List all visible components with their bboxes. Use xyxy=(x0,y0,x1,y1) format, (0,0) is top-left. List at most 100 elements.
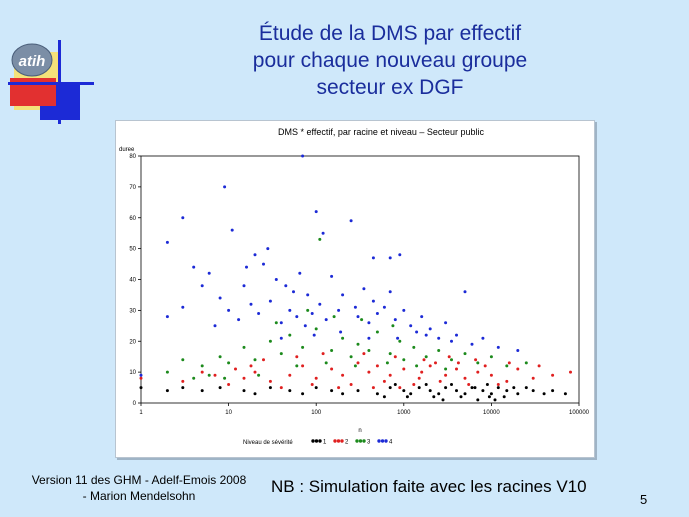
data-point-level-2 xyxy=(253,370,257,374)
data-point-level-3 xyxy=(207,373,211,377)
data-point-level-2 xyxy=(447,355,451,359)
footer-line: Version 11 des GHM - Adelf-Emois 2008 xyxy=(31,473,247,487)
data-point-level-2 xyxy=(551,373,555,377)
data-point-level-2 xyxy=(483,364,487,368)
data-point-level-4 xyxy=(367,321,371,325)
data-point-level-3 xyxy=(330,349,334,352)
data-point-level-4 xyxy=(371,299,375,303)
legend-item-label: 3 xyxy=(367,440,371,446)
data-point-level-2 xyxy=(420,370,424,374)
data-point-level-3 xyxy=(332,315,336,319)
data-point-level-4 xyxy=(362,287,366,291)
data-point-level-4 xyxy=(230,228,234,232)
data-point-level-2 xyxy=(295,355,299,359)
x-axis-label: n xyxy=(358,428,361,434)
logo-text: atih xyxy=(19,53,46,70)
data-point-level-4 xyxy=(321,231,325,235)
legend-swatch xyxy=(314,439,319,443)
data-point-level-4 xyxy=(310,312,314,315)
data-point-level-4 xyxy=(428,327,432,331)
data-point-level-4 xyxy=(402,308,406,312)
data-point-level-4 xyxy=(415,330,419,334)
data-point-level-2 xyxy=(456,361,460,365)
data-point-level-2 xyxy=(382,379,386,383)
data-point-level-1 xyxy=(402,389,406,393)
data-point-level-2 xyxy=(288,373,292,377)
chart-frame: DMS * effectif, par racine et niveau – S… xyxy=(115,120,595,458)
data-point-level-2 xyxy=(412,383,416,386)
data-point-level-3 xyxy=(524,361,528,365)
data-point-level-2 xyxy=(314,376,318,380)
data-point-level-3 xyxy=(349,355,353,359)
data-point-level-1 xyxy=(505,389,509,393)
data-point-level-4 xyxy=(249,302,253,306)
data-point-level-2 xyxy=(428,364,432,368)
data-point-level-4 xyxy=(165,315,169,319)
data-point-level-1 xyxy=(516,392,520,396)
data-point-level-2 xyxy=(393,355,397,359)
data-point-level-4 xyxy=(450,339,453,343)
data-point-level-2 xyxy=(213,373,217,377)
legend-swatch xyxy=(377,439,381,443)
data-point-level-2 xyxy=(337,386,341,390)
data-point-level-1 xyxy=(489,392,493,396)
legend-title: Niveau de sévérité xyxy=(243,440,293,446)
data-point-level-3 xyxy=(353,364,357,368)
x-tick-label: 10 xyxy=(225,410,232,416)
data-point-level-2 xyxy=(262,358,265,362)
legend-swatch xyxy=(318,439,322,443)
data-point-level-1 xyxy=(542,392,546,396)
data-point-level-3 xyxy=(424,355,428,359)
data-point-level-3 xyxy=(192,376,196,380)
data-point-level-1 xyxy=(531,389,535,393)
data-point-level-2 xyxy=(371,386,375,390)
y-tick-label: 40 xyxy=(129,278,136,284)
legend-swatch xyxy=(355,439,359,443)
data-point-level-3 xyxy=(314,327,318,331)
legend-item-label: 4 xyxy=(389,440,393,446)
legend-swatch xyxy=(311,439,315,443)
data-point-level-4 xyxy=(424,333,428,337)
data-point-level-3 xyxy=(318,237,322,241)
data-point-level-4 xyxy=(284,284,288,288)
x-tick-label: 100 xyxy=(311,410,322,416)
data-point-level-2 xyxy=(496,383,500,386)
data-point-level-3 xyxy=(341,336,345,340)
x-tick-label: 1000 xyxy=(397,410,411,416)
data-point-level-4 xyxy=(218,296,222,300)
legend-swatch xyxy=(380,439,385,443)
data-point-level-2 xyxy=(537,364,541,368)
data-point-level-4 xyxy=(337,308,341,312)
data-point-level-2 xyxy=(242,376,246,380)
data-point-level-2 xyxy=(489,373,493,377)
data-point-level-1 xyxy=(165,389,169,393)
data-point-level-1 xyxy=(388,386,392,390)
data-point-level-1 xyxy=(551,389,555,393)
data-point-level-3 xyxy=(437,349,441,352)
data-point-level-4 xyxy=(303,324,307,328)
data-point-level-3 xyxy=(375,330,379,334)
data-point-level-1 xyxy=(288,389,292,393)
legend-swatch xyxy=(384,439,388,443)
data-point-level-4 xyxy=(312,333,316,337)
data-point-level-1 xyxy=(242,389,246,393)
data-point-level-4 xyxy=(213,324,217,328)
data-point-level-3 xyxy=(223,376,227,380)
data-point-level-3 xyxy=(301,345,305,349)
y-tick-label: 60 xyxy=(129,216,136,222)
footer-version: Version 11 des GHM - Adelf-Emois 2008 - … xyxy=(14,472,264,504)
footer-note: NB : Simulation faite avec les racines V… xyxy=(271,477,587,496)
data-point-level-2 xyxy=(467,383,471,386)
data-point-level-2 xyxy=(438,379,442,383)
data-point-level-1 xyxy=(470,386,474,390)
data-point-level-3 xyxy=(268,339,272,343)
data-point-level-4 xyxy=(516,349,520,352)
data-point-level-2 xyxy=(249,364,253,368)
data-point-level-4 xyxy=(353,305,357,309)
data-point-level-4 xyxy=(409,324,413,328)
data-point-level-2 xyxy=(349,383,353,386)
legend-item-label: 1 xyxy=(323,440,327,446)
data-point-level-1 xyxy=(481,389,485,393)
data-point-level-2 xyxy=(417,376,421,380)
data-point-level-1 xyxy=(301,392,305,396)
